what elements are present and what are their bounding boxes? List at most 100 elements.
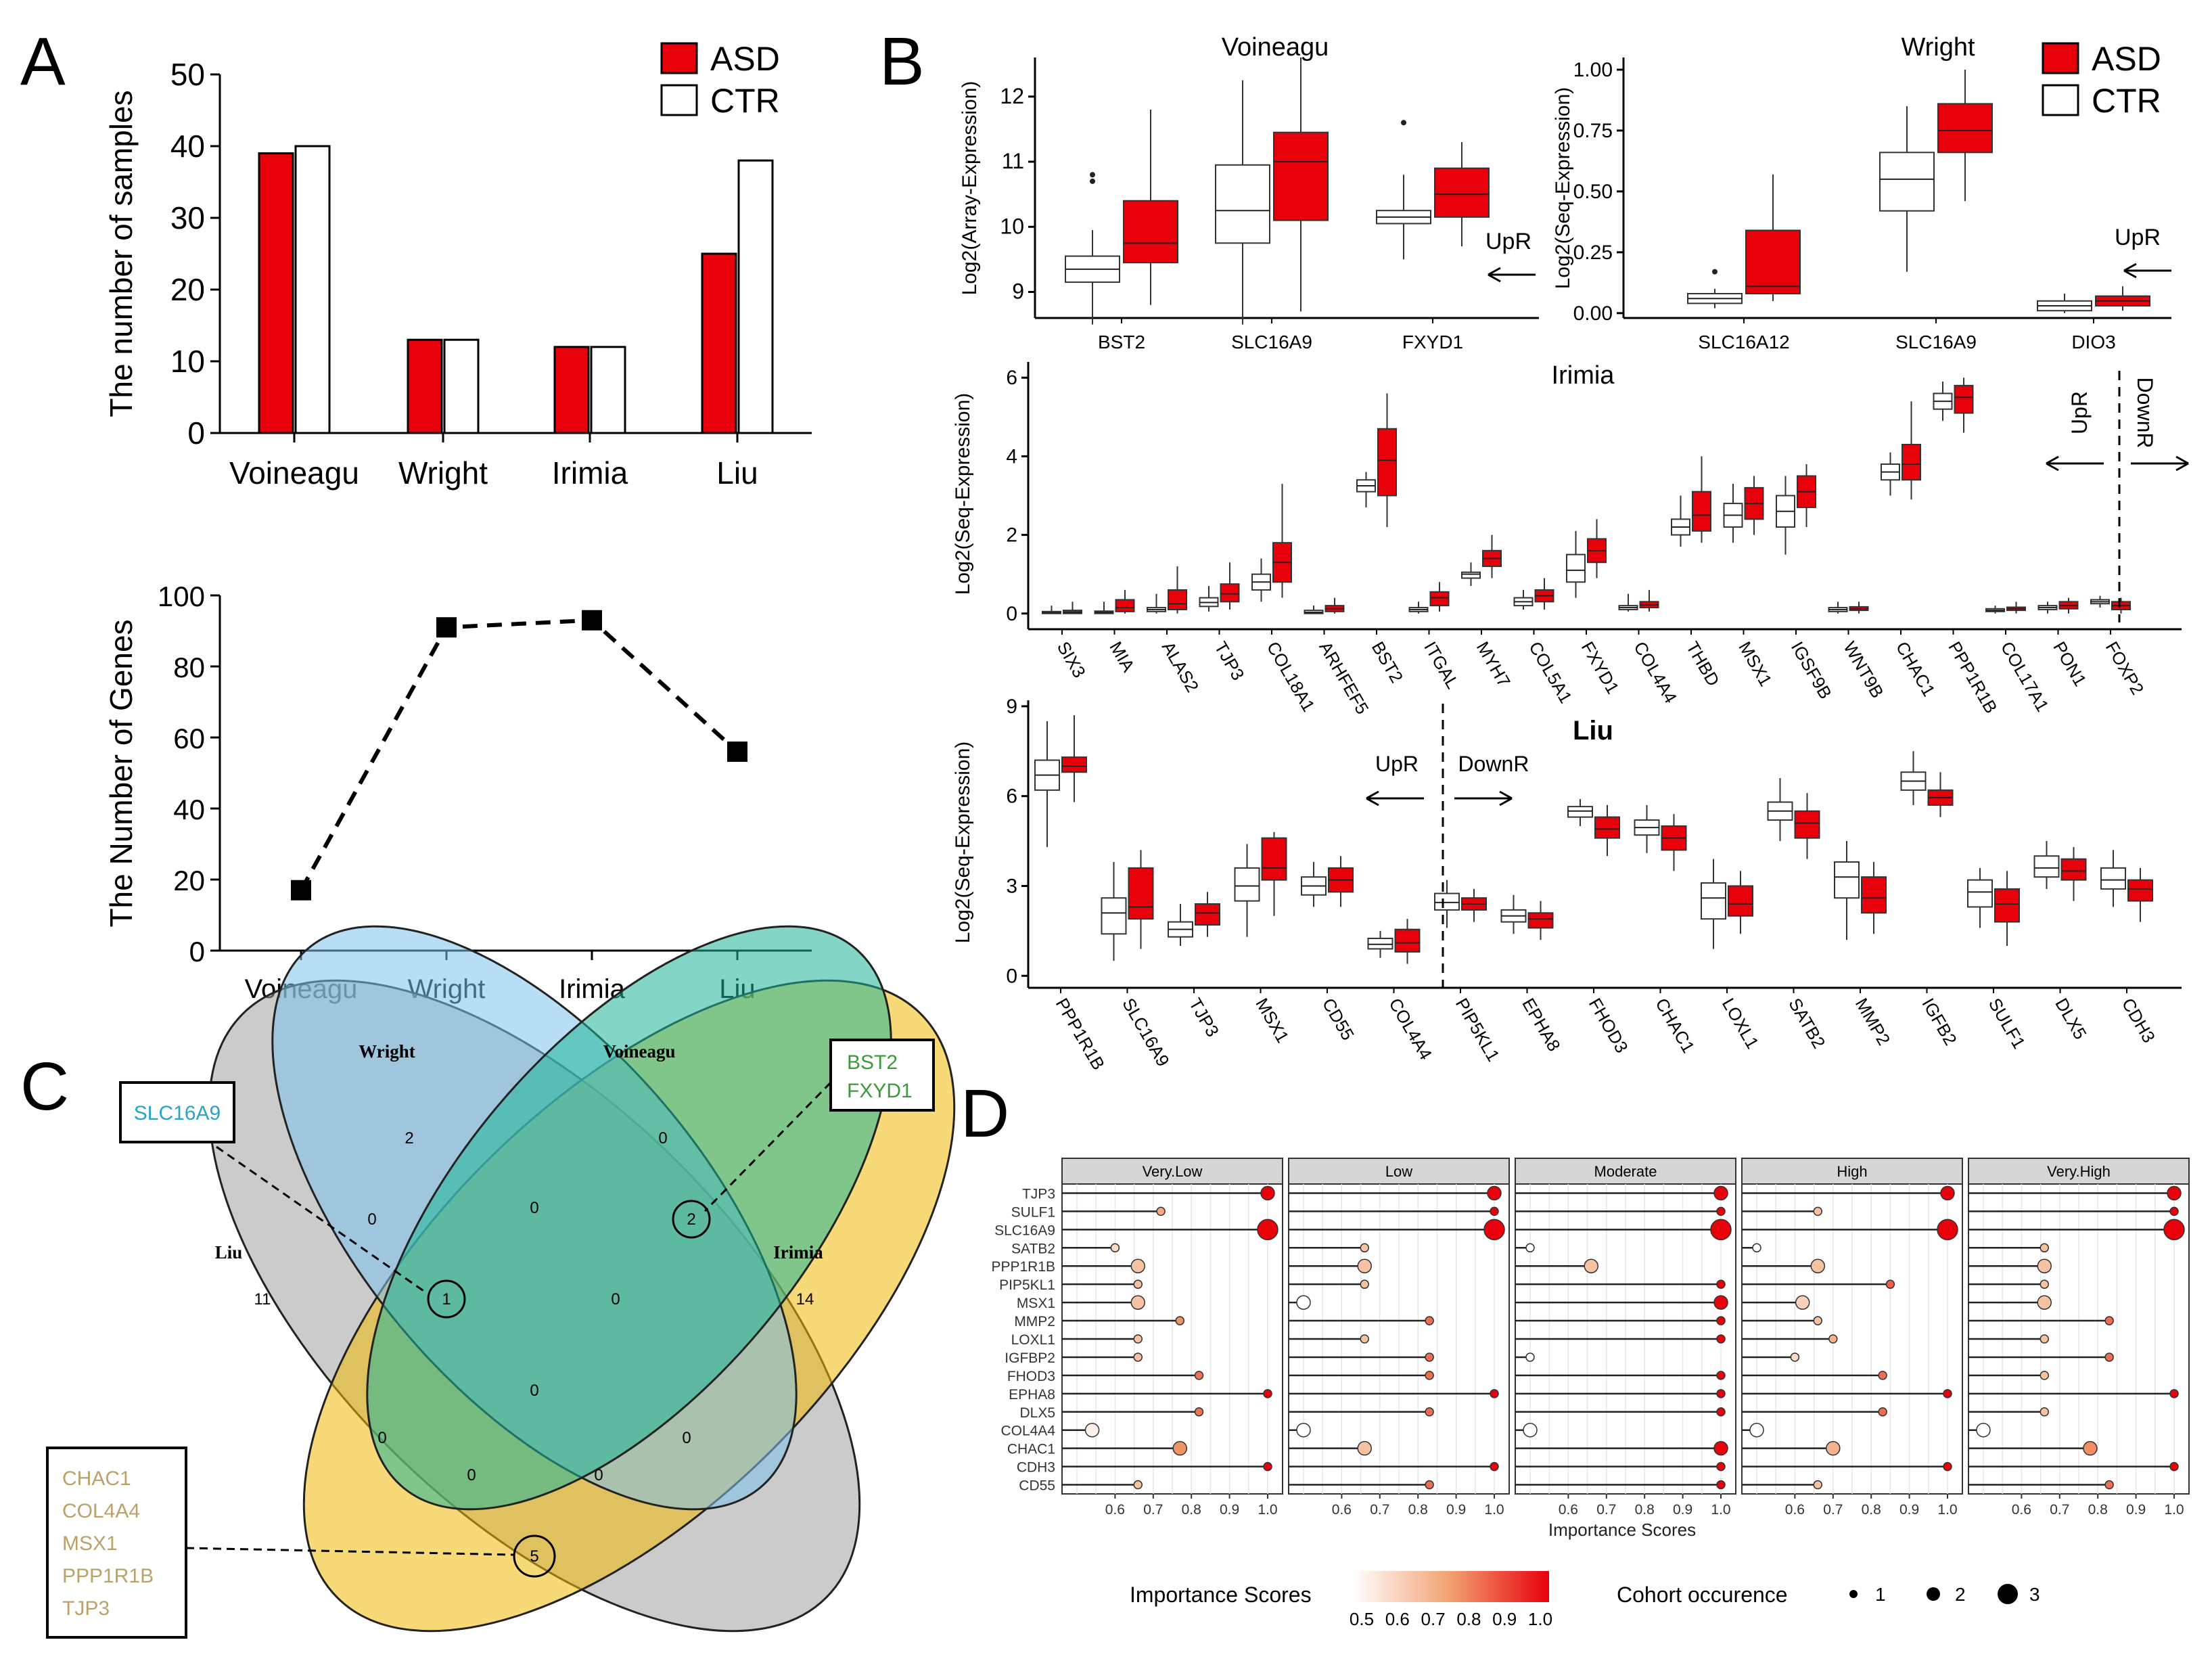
d-lollipop-point [1826,1440,1841,1456]
d-facet-moderate-x-tick-label: 1.0 [1711,1502,1730,1518]
b4-gene-label: SLC16A9 [1118,995,1174,1070]
d-lollipop-point [1940,1185,1955,1201]
b1-box-ctr-outlier [1090,172,1095,178]
b3-gene-label: COL4A4 [1630,638,1681,706]
d-lollipop-point [1133,1334,1143,1344]
b1-upr-arrow [1488,267,1536,283]
d-lollipop-point [1487,1185,1502,1201]
b4-gene-label: FHOD3 [1585,995,1632,1056]
callout-box-bst [829,1039,935,1112]
callout-box-slc [119,1081,235,1143]
d-gene-label: COL4A4 [1000,1424,1055,1439]
b4-box-asd [1861,876,1887,914]
b4-box-ctr [1101,897,1127,935]
d-lollipop-point [2040,1243,2049,1253]
callout-bst-leader [704,1081,832,1212]
d-lollipop-point [1130,1258,1145,1273]
d-facet-moderate-x-tick-label: 0.9 [1673,1502,1692,1518]
d-facet-very-high-title: Very.High [2047,1163,2111,1180]
d-lollipop-point [1813,1316,1822,1325]
d-gene-label: FHOD3 [1007,1369,1055,1384]
b4-gene-label: LOXL1 [1718,995,1763,1052]
d-x-axis-label: Importance Scores [1548,1520,1696,1540]
d-lollipop-point [1713,1295,1728,1310]
b4-box-ctr [1967,879,1993,908]
b4-y-tick-label: 9 [1006,696,1017,718]
b3-gene-label: TJP3 [1210,638,1248,684]
d-lollipop-point [1713,1185,1728,1201]
d-lollipop-point [1716,1371,1726,1380]
d-gene-label: DLX5 [1019,1405,1055,1421]
d-lollipop-point [1490,1461,1499,1472]
b1-upr-label: UpR [1485,229,1531,254]
d-lollipop-point [2169,1461,2179,1472]
panel-b-irimia-boxplot: Irimia Log2(Seq-Expression) 0 2 4 6 SIX3 MIA… [952,361,2189,718]
d-facet-low-x-tick-label: 0.7 [1370,1502,1389,1518]
b1-y-tick-label: 12 [1000,84,1024,108]
callout-chac-leader [185,1547,515,1556]
a1-bar-ctr [737,159,774,434]
d-facet-very-low-strip [1061,1158,1283,1185]
d-lollipop-point [1130,1295,1145,1310]
d-lollipop-point [1357,1258,1372,1273]
b3-downr-label: DownR [2133,378,2157,449]
a2-point [582,610,602,631]
b1-title: Voineagu [1222,33,1329,62]
b2-title: Wright [1901,33,1975,62]
b4-gene-label: MSX1 [1251,995,1293,1046]
a1-bar-ctr [294,145,331,434]
d-lollipop-point [1943,1461,1952,1472]
b4-gene-label: COL4A4 [1385,995,1436,1063]
b2-box-asd [1745,229,1801,295]
b3-y-tick-label: 2 [1006,524,1017,547]
d-lollipop-point [1716,1407,1726,1417]
venn-counts: 2 0 11 14 0 0 2 1 0 0 0 0 0 0 5 [254,1129,814,1566]
panel-a-bar-chart: The number of samples 0 10 20 30 40 50 Voinea… [103,40,812,491]
b1-gene-label: SLC16A9 [1231,332,1312,352]
d-facet-high-x-tick-label: 0.9 [1899,1502,1919,1518]
d-legend-score-tick: 1.0 [1528,1609,1552,1629]
panel-b-liu-boxplot: Liu Log2(Seq-Expression) 0 3 6 9 PPP1R1B SLC… [952,696,2182,1073]
b3-gene-label: COL17A1 [1997,638,2053,715]
venn-count-voineagu-only: 0 [658,1129,667,1147]
b3-gene-label: ALAS2 [1158,638,1203,696]
a2-series-line [299,618,739,892]
d-legend-occ-label: 3 [2029,1584,2040,1605]
d-legend-score-title: Importance Scores [1130,1583,1312,1607]
panel-label-a: A [20,24,66,99]
b3-y-tick-label: 6 [1006,367,1017,389]
b4-gene-label: MMP2 [1851,995,1895,1049]
b2-y-tick-label: 0.50 [1573,181,1613,203]
d-gene-label: IGFBP2 [1005,1350,1055,1366]
b3-gene-label: COL18A1 [1263,638,1319,715]
d-lollipop-point [2040,1334,2049,1344]
d-facet-moderate-x-tick-label: 0.8 [1635,1502,1655,1518]
b4-box-asd [1994,888,2020,923]
legend-asd-label: ASD [710,40,780,78]
legend-asd-ctr-b: ASD CTR [2042,40,2161,120]
b2-y-axis-label: Log2(Seq-Expression) [1552,87,1574,290]
d-lollipop-point [2040,1371,2049,1380]
venn-ellipse-voineagu [366,925,892,1511]
b1-y-tick-label: 9 [1012,279,1024,304]
d-lollipop-point [2169,1206,2179,1216]
d-lollipop-point [1490,1389,1499,1398]
b4-upr-label: UpR [1375,752,1419,776]
d-facet-low-x-tick-label: 0.6 [1332,1502,1352,1518]
b2-box-ctr-outlier [1712,269,1718,275]
d-lollipop-point [2040,1407,2049,1417]
b4-gene-label: SULF1 [1985,995,2029,1052]
d-legend-score-tick: 0.8 [1456,1609,1481,1629]
a1-y-tick-label: 30 [170,200,205,235]
b2-gene-label: SLC16A12 [1698,332,1789,352]
d-lollipop-point [1133,1279,1143,1289]
d-lollipop-point [1360,1334,1369,1344]
b2-gene-label: SLC16A9 [1895,332,1977,352]
b3-box-asd [1954,384,1974,414]
b4-box-asd [1594,816,1620,839]
b3-gene-label: FOXP2 [2102,638,2148,698]
d-legend-score-tick: 0.5 [1350,1609,1374,1629]
b4-box-ctr [1701,882,1726,920]
a1-y-tick-label: 50 [170,57,205,92]
